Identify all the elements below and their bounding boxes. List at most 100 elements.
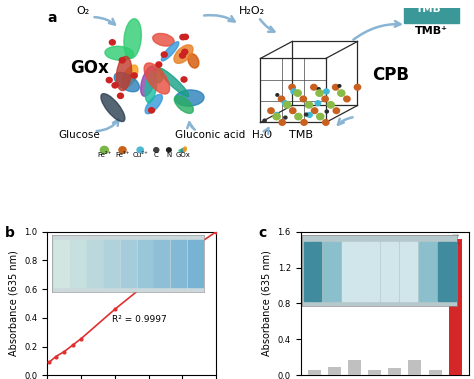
Ellipse shape <box>145 94 163 114</box>
Text: C: C <box>154 152 159 158</box>
Ellipse shape <box>188 54 199 68</box>
Bar <box>308 370 321 375</box>
Circle shape <box>279 120 285 125</box>
Text: H₂O: H₂O <box>253 130 273 139</box>
Ellipse shape <box>154 68 163 83</box>
Y-axis label: Absorbance (635 nm): Absorbance (635 nm) <box>9 251 19 356</box>
Text: c: c <box>258 226 266 240</box>
Circle shape <box>100 146 109 153</box>
Text: b: b <box>5 226 15 240</box>
Circle shape <box>137 147 143 153</box>
Bar <box>409 360 421 375</box>
Circle shape <box>131 73 137 78</box>
Circle shape <box>276 94 279 96</box>
Bar <box>404 0 459 23</box>
Text: Fe²⁺: Fe²⁺ <box>97 152 111 158</box>
Circle shape <box>301 120 307 125</box>
Ellipse shape <box>174 45 193 63</box>
Circle shape <box>322 96 328 102</box>
Circle shape <box>268 108 274 114</box>
Circle shape <box>109 40 115 45</box>
Ellipse shape <box>124 19 141 58</box>
Text: N: N <box>166 152 172 158</box>
Circle shape <box>324 89 329 94</box>
Circle shape <box>315 101 320 106</box>
Bar <box>388 368 401 375</box>
Circle shape <box>106 77 112 83</box>
Circle shape <box>311 108 318 114</box>
Text: Fe³⁺: Fe³⁺ <box>115 152 130 158</box>
Bar <box>328 367 341 375</box>
Bar <box>368 370 382 375</box>
Ellipse shape <box>144 63 170 94</box>
Text: CPB: CPB <box>372 66 409 85</box>
Text: a: a <box>48 11 57 25</box>
Circle shape <box>307 113 312 117</box>
Circle shape <box>284 116 287 119</box>
Circle shape <box>182 34 188 39</box>
Text: TMB⁺: TMB⁺ <box>416 5 447 14</box>
Ellipse shape <box>181 148 185 152</box>
Circle shape <box>118 93 123 99</box>
Ellipse shape <box>117 56 132 91</box>
Text: Gluconic acid: Gluconic acid <box>175 130 245 139</box>
Circle shape <box>278 96 285 102</box>
Ellipse shape <box>175 90 204 106</box>
Text: H₂O₂: H₂O₂ <box>239 6 265 16</box>
Circle shape <box>305 102 312 108</box>
Circle shape <box>180 34 186 40</box>
Circle shape <box>161 52 167 57</box>
Circle shape <box>297 91 300 93</box>
Circle shape <box>311 85 317 90</box>
Ellipse shape <box>101 94 125 122</box>
Circle shape <box>283 102 291 108</box>
Text: GOx: GOx <box>176 152 191 158</box>
Circle shape <box>166 148 171 152</box>
Circle shape <box>182 49 188 55</box>
Circle shape <box>354 85 361 90</box>
Ellipse shape <box>158 68 189 97</box>
Circle shape <box>295 113 302 120</box>
Circle shape <box>332 85 339 90</box>
Circle shape <box>294 90 301 96</box>
Circle shape <box>333 108 339 114</box>
Ellipse shape <box>153 33 174 46</box>
Circle shape <box>154 148 159 152</box>
Circle shape <box>291 89 296 94</box>
Circle shape <box>156 62 162 67</box>
Ellipse shape <box>174 96 193 113</box>
Ellipse shape <box>179 149 184 152</box>
Circle shape <box>337 90 345 96</box>
Ellipse shape <box>183 147 186 152</box>
Circle shape <box>327 102 334 108</box>
Text: TMB: TMB <box>289 130 312 139</box>
Circle shape <box>300 96 307 102</box>
Circle shape <box>323 120 329 125</box>
Circle shape <box>289 85 295 90</box>
Circle shape <box>274 113 280 117</box>
Text: GOx: GOx <box>71 59 109 77</box>
Bar <box>448 239 462 375</box>
Ellipse shape <box>145 71 157 103</box>
Circle shape <box>273 113 280 120</box>
Circle shape <box>181 77 187 82</box>
Ellipse shape <box>122 65 138 87</box>
Circle shape <box>338 85 341 87</box>
Circle shape <box>112 83 118 88</box>
Text: Glucose: Glucose <box>58 130 100 139</box>
Ellipse shape <box>161 42 179 61</box>
Bar <box>428 370 442 375</box>
Circle shape <box>119 58 125 63</box>
Circle shape <box>344 96 350 102</box>
Text: Cu²⁺: Cu²⁺ <box>132 152 148 158</box>
Circle shape <box>263 119 266 122</box>
Circle shape <box>149 108 155 113</box>
Circle shape <box>317 88 320 90</box>
Ellipse shape <box>114 72 139 92</box>
Circle shape <box>325 110 328 113</box>
Bar <box>348 360 361 375</box>
Text: TMB⁺: TMB⁺ <box>415 26 448 36</box>
Circle shape <box>316 90 323 96</box>
Circle shape <box>119 147 126 153</box>
Y-axis label: Absorbance (635 nm): Absorbance (635 nm) <box>262 251 272 356</box>
